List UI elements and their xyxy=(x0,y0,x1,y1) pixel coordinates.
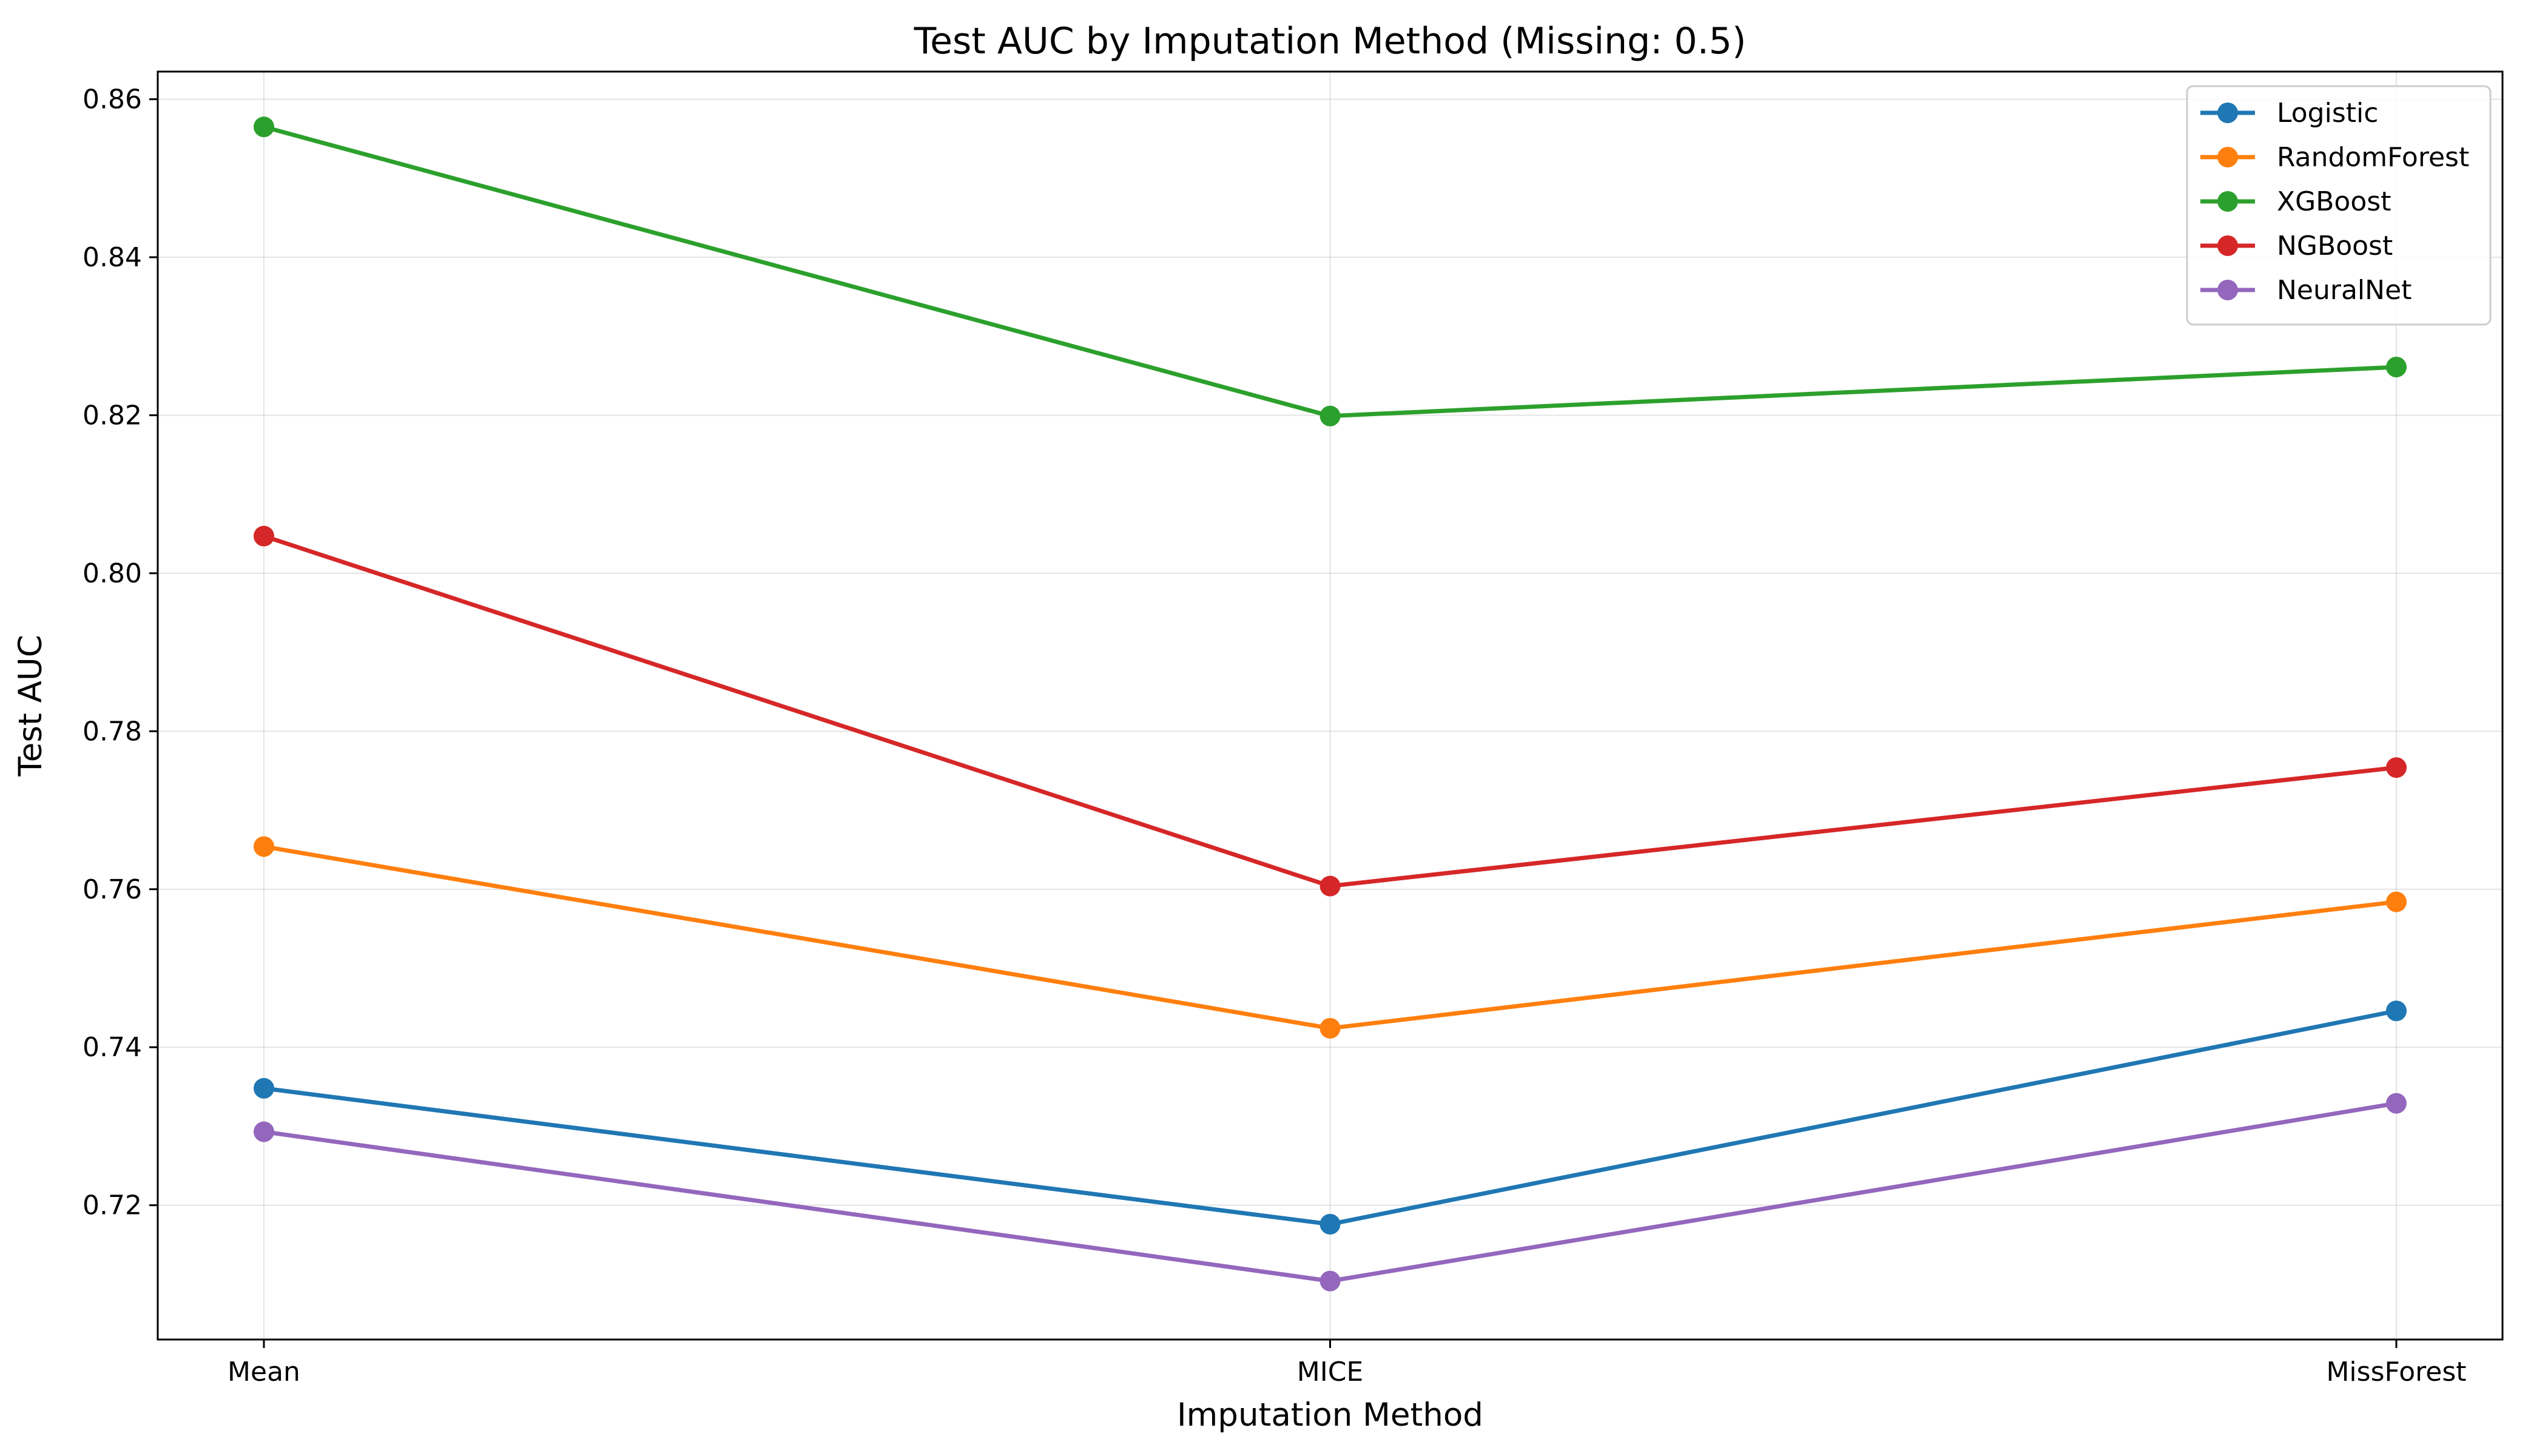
y-tick-label: 0.80 xyxy=(83,558,142,589)
x-tick-label: Mean xyxy=(228,1357,300,1387)
x-axis-label: Imputation Method xyxy=(1177,1397,1483,1434)
data-point xyxy=(254,836,274,857)
y-tick-label: 0.74 xyxy=(83,1032,142,1063)
legend-marker xyxy=(2217,147,2238,167)
series-logistic xyxy=(254,1000,2407,1235)
data-point xyxy=(2386,757,2407,778)
y-tick-label: 0.86 xyxy=(83,84,142,115)
legend-label: NGBoost xyxy=(2277,231,2393,261)
legend-item-randomforest: RandomForest xyxy=(2200,142,2469,173)
y-tick-label: 0.72 xyxy=(83,1190,142,1221)
data-point xyxy=(1320,1213,1341,1235)
data-point xyxy=(1320,1017,1341,1039)
data-point xyxy=(254,1121,274,1142)
data-point xyxy=(1320,875,1341,897)
data-point xyxy=(2386,1093,2407,1114)
legend-item-neuralnet: NeuralNet xyxy=(2200,275,2412,306)
y-tick-label: 0.76 xyxy=(83,874,142,905)
legend-item-ngboost: NGBoost xyxy=(2200,231,2393,261)
series-layer xyxy=(254,116,2407,1292)
series-ngboost xyxy=(254,525,2407,897)
x-tick-label: MICE xyxy=(1297,1357,1363,1387)
data-point xyxy=(254,116,274,138)
legend-label: NeuralNet xyxy=(2277,275,2412,306)
legend-item-xgboost: XGBoost xyxy=(2200,186,2391,217)
legend-label: XGBoost xyxy=(2277,186,2391,217)
data-point xyxy=(2386,1000,2407,1022)
y-tick-label: 0.82 xyxy=(83,400,142,431)
series-randomforest xyxy=(254,836,2407,1039)
x-tick-label: MissForest xyxy=(2326,1357,2466,1387)
data-point xyxy=(254,1077,274,1099)
legend-marker xyxy=(2217,103,2238,123)
data-point xyxy=(2386,891,2407,912)
data-point xyxy=(1320,405,1341,426)
legend-frame xyxy=(2186,85,2492,326)
data-point xyxy=(1320,1270,1341,1292)
chart-title: Test AUC by Imputation Method (Missing: … xyxy=(914,20,1747,62)
legend-label: RandomForest xyxy=(2277,142,2469,173)
legend-label: Logistic xyxy=(2277,98,2378,129)
y-tick-label: 0.84 xyxy=(83,242,142,273)
legend-marker xyxy=(2217,280,2238,300)
series-neuralnet xyxy=(254,1093,2407,1292)
series-xgboost xyxy=(254,116,2407,426)
legend-marker xyxy=(2217,235,2238,256)
ticks: 0.72 0.74 0.76 0.78 0.80 0.82 0.84 0.86 Mean MICE… xyxy=(83,84,2467,1387)
legend: Logistic RandomForest XGBoost NGBoost Neural… xyxy=(2186,85,2492,326)
legend-marker xyxy=(2217,191,2238,212)
y-axis-label: Test AUC xyxy=(12,635,49,777)
y-tick-label: 0.78 xyxy=(83,716,142,747)
data-point xyxy=(2386,357,2407,378)
legend-item-logistic: Logistic xyxy=(2200,98,2378,129)
data-point xyxy=(254,525,274,547)
